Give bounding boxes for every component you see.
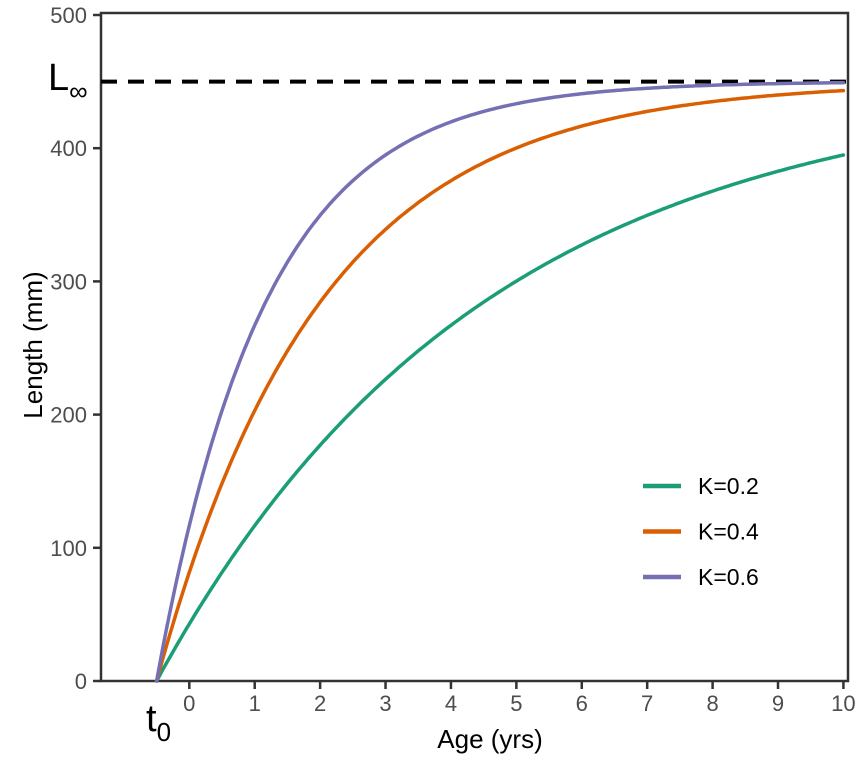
- x-tick-label: 8: [706, 691, 718, 716]
- plot-panel-border: [99, 11, 850, 683]
- x-tick-label: 9: [772, 691, 784, 716]
- curves-layer: [154, 80, 846, 683]
- legend: K=0.2 K=0.4 K=0.6: [643, 473, 759, 590]
- x-axis-title: Age (yrs): [437, 724, 542, 754]
- x-tick-label: 10: [831, 691, 855, 716]
- t0-label: t0: [146, 698, 171, 747]
- y-tick-label: 300: [50, 269, 87, 294]
- x-tick-label: 0: [183, 691, 195, 716]
- y-tick-label: 500: [50, 3, 87, 28]
- linf-label: L∞: [48, 57, 88, 106]
- curve-K-0.2: [154, 153, 846, 683]
- x-tick-label: 5: [510, 691, 522, 716]
- x-tick-label: 2: [314, 691, 326, 716]
- y-tick-label: 100: [50, 536, 87, 561]
- y-axis-title: Length (mm): [18, 271, 48, 418]
- y-tick-label: 400: [50, 136, 87, 161]
- y-tick-label: 0: [75, 669, 87, 694]
- curve-K-0.4: [154, 88, 846, 683]
- curve-K-0.6: [154, 80, 846, 683]
- x-tick-label: 7: [641, 691, 653, 716]
- y-axis-ticks: 0 100 200 300 400 500: [50, 3, 101, 694]
- y-tick-label: 200: [50, 403, 87, 428]
- x-tick-label: 1: [249, 691, 261, 716]
- legend-label-K-0.4: K=0.4: [698, 519, 759, 545]
- x-axis-ticks: 0 1 2 3 4 5 6 7 8 9 10: [183, 681, 856, 716]
- legend-label-K-0.6: K=0.6: [698, 564, 759, 590]
- x-tick-label: 3: [379, 691, 391, 716]
- x-tick-label: 4: [445, 691, 457, 716]
- legend-label-K-0.2: K=0.2: [698, 473, 759, 499]
- x-tick-label: 6: [576, 691, 588, 716]
